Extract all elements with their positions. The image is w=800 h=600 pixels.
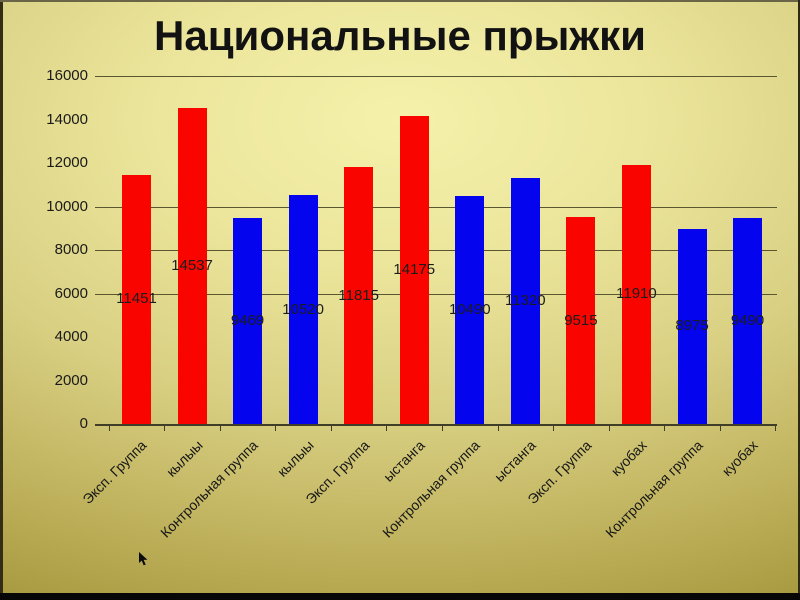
bar-value-label: 9515 [564,311,598,329]
bar-2 [177,107,207,424]
x-axis-tick [553,426,555,431]
bar-3 [233,218,263,424]
bar-value-label: 11320 [505,291,546,309]
x-axis-tick [275,426,277,431]
x-axis-line [95,424,777,426]
x-axis-tick [164,426,166,431]
x-category-label: Контрольная группа [601,437,706,541]
bar-12 [733,217,763,424]
y-axis-label: 2000 [54,371,88,389]
bar-7 [455,195,485,424]
bar-value-label: 9469 [230,312,265,330]
x-axis-tick [664,426,666,431]
bar-value-label: 10520 [282,300,324,318]
bar-value-label: 8975 [675,317,709,335]
y-axis-label: 8000 [54,241,88,258]
x-category-label: кылыы [273,437,317,480]
slide-bottom-border [0,593,800,600]
bar-1 [122,174,151,424]
slide-top-border [0,0,800,2]
x-category-label: Контрольная группа [379,437,484,541]
x-category-label: кылыы [162,437,206,480]
bar-9 [566,217,596,424]
bar-6 [399,115,429,424]
slide-right-border [798,0,800,600]
y-axis-label: 14000 [46,110,88,128]
bar-value-label: 9490 [730,311,765,329]
x-axis-tick [442,426,444,431]
x-category-label: ыстанга [490,437,539,485]
x-axis-tick [497,426,499,431]
x-axis-tick [330,426,332,431]
y-axis-label: 16000 [46,67,88,84]
gridline-10000 [95,206,777,208]
x-axis-tick [219,426,221,431]
x-axis-tick [608,426,610,431]
y-axis-label: 0 [79,415,88,432]
chart-title: Национальные прыжки [154,12,646,59]
y-axis-label: 12000 [46,154,88,171]
x-axis-tick [775,426,777,431]
bar-value-label: 11451 [116,290,157,308]
y-axis-label: 4000 [54,328,88,345]
gridline-16000 [95,76,777,77]
bar-value-label: 14537 [171,256,213,274]
y-axis-label: 6000 [54,284,88,302]
x-axis-tick [386,426,388,431]
bar-value-label: 14175 [393,260,436,278]
x-category-label: Контрольная группа [157,437,261,541]
x-axis-tick [108,426,110,431]
bar-8 [510,177,540,424]
bar-11 [677,228,707,424]
bar-4 [288,195,318,424]
bar-value-label: 10490 [448,300,491,318]
bar-5 [344,167,374,424]
x-category-label: куобах [718,437,761,479]
slide-left-border [0,0,3,600]
x-category-label: куобах [607,437,650,479]
bar-10 [621,164,651,424]
x-category-label: ыстанга [379,437,428,485]
y-axis-label: 10000 [46,197,88,215]
x-category-label: Эксп. Группа [79,437,150,508]
mouse-cursor [139,552,148,566]
x-axis-tick [719,426,721,431]
bar-value-label: 11815 [338,286,379,304]
gridline-6000 [95,293,777,295]
bar-value-label: 11910 [616,285,657,303]
gridline-8000 [95,250,777,251]
